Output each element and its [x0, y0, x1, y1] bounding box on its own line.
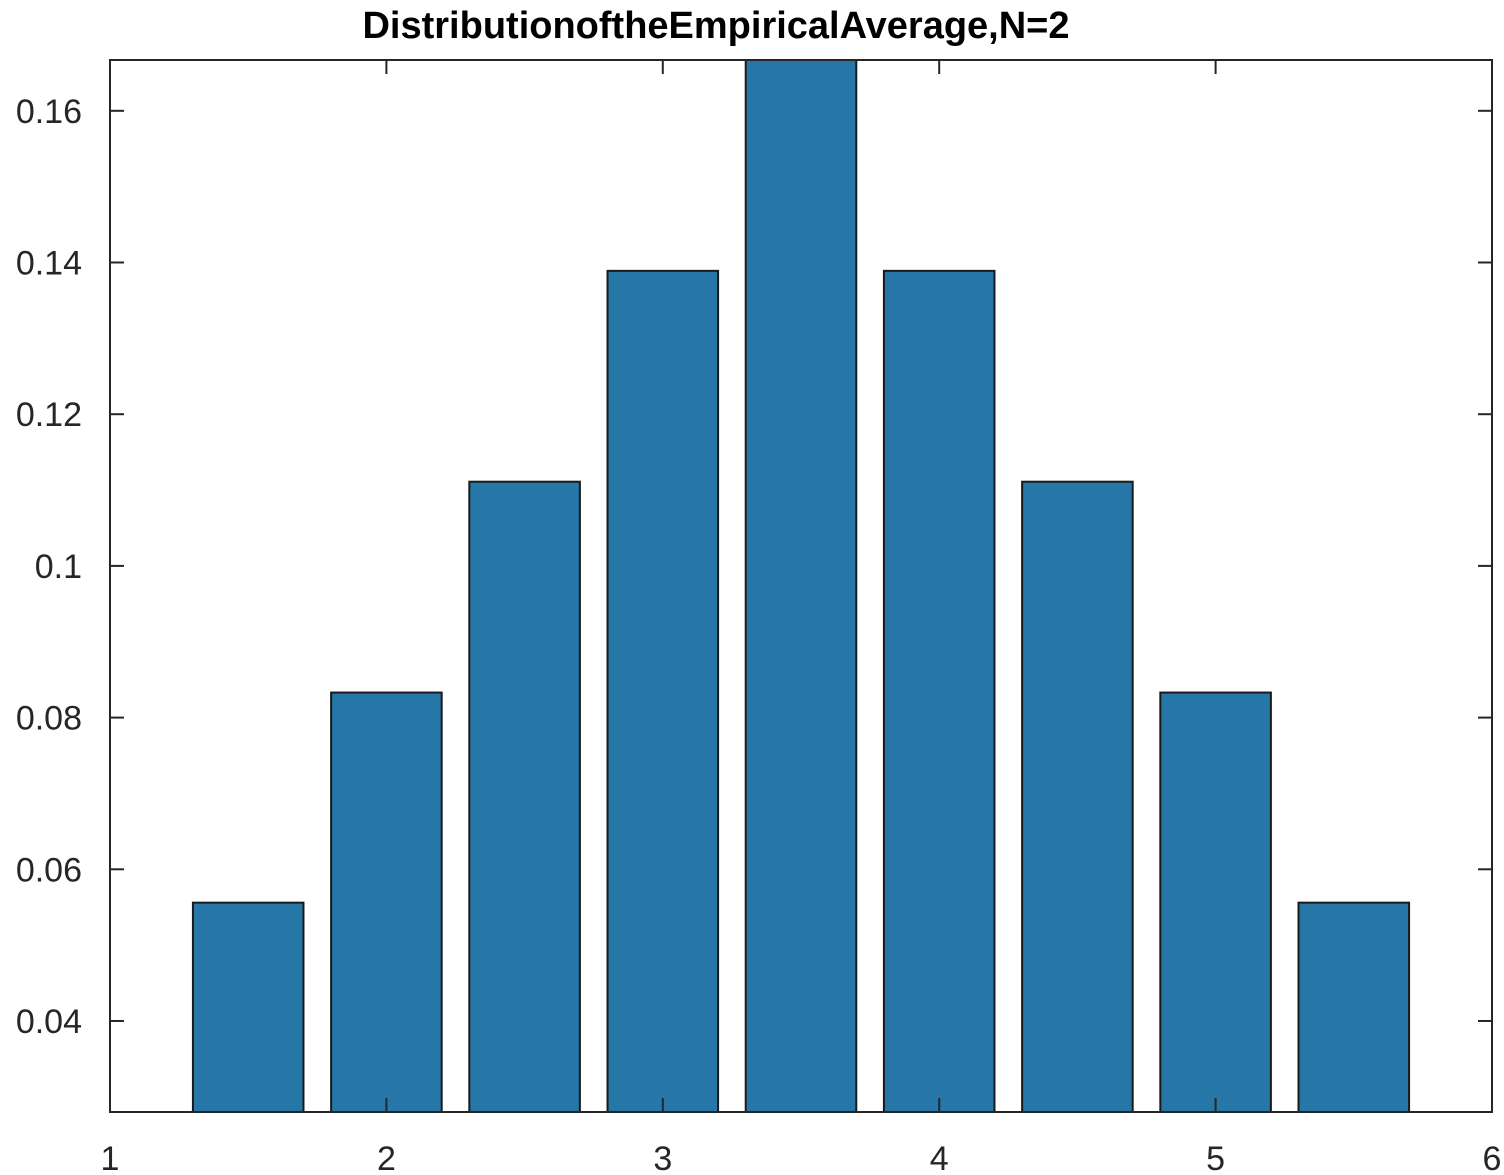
y-tick-label: 0.08 [16, 700, 82, 738]
bar-5 [744, 59, 858, 1113]
bar-2 [330, 691, 443, 1113]
bar-8 [1159, 691, 1272, 1113]
bar-3 [468, 480, 581, 1114]
axes-layer [109, 59, 1493, 1113]
bar-6 [882, 269, 996, 1113]
ticks-layer: 1 2 3 4 5 6 0.04 0.06 0.08 0.1 0.12 0.14 0.16 [16, 60, 1502, 1175]
bar-7 [1021, 480, 1134, 1114]
x-tick-label: 6 [1483, 1140, 1502, 1175]
y-tick-label: 0.16 [16, 93, 82, 131]
bars-layer [191, 59, 1411, 1114]
y-tick-label: 0.06 [16, 851, 82, 889]
x-tick-label: 4 [930, 1140, 949, 1175]
bar-1 [191, 901, 305, 1113]
y-tick-label: 0.14 [16, 245, 82, 283]
x-tick-label: 2 [377, 1140, 396, 1175]
x-tick-label: 5 [1206, 1140, 1225, 1175]
x-tick-label: 3 [653, 1140, 672, 1175]
y-tick-label: 0.12 [16, 396, 82, 434]
y-tick-label: 0.1 [35, 548, 82, 586]
bar-4 [606, 269, 720, 1113]
x-tick-label: 1 [101, 1140, 120, 1175]
bar-9 [1297, 901, 1411, 1113]
y-tick-label: 0.04 [16, 1003, 82, 1041]
chart-title: DistributionoftheEmpiricalAverage,N=2 [362, 5, 1069, 47]
axes-box [109, 59, 1493, 1113]
